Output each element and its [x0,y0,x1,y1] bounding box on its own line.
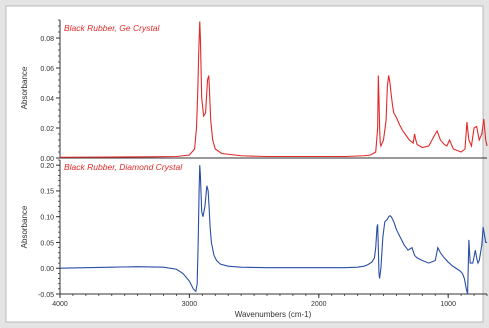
bottom-y-tick-label-5: 0.20 [40,163,54,170]
top-plot-y-minor-ticks [58,19,60,159]
figure-panel [5,5,484,323]
top-y-tick-label-0: 0.00 [40,156,54,163]
top-y-tick-label-1: 0.02 [40,126,54,133]
bottom-plot-title: Black Rubber, Diamond Crystal [64,162,183,172]
bottom-y-tick-label-1: 0.00 [40,266,54,273]
top-y-tick-label-3: 0.06 [40,66,54,73]
top-plot: 0.00 0.02 0.04 0.06 0.08 Black Rubber, Ge Cr… [20,19,488,163]
top-plot-title: Black Rubber, Ge Crystal [64,23,161,33]
bottom-plot-y-label: Absorbance [20,205,29,248]
bottom-y-tick-label-4: 0.15 [40,189,54,196]
top-y-tick-label-4: 0.08 [40,36,54,43]
top-y-tick-label-2: 0.04 [40,96,54,103]
top-plot-y-label: Absorbance [20,66,29,109]
x-tick-label-3: 1000 [440,301,456,308]
x-axis-label: Wavenumbers (cm-1) [235,310,312,319]
bottom-plot: -0.05 0.00 0.05 0.10 0.15 0.20 4000 3000 2000 10… [20,159,488,319]
bottom-plot-x-minor-ticks [59,294,488,296]
x-tick-label-1: 3000 [182,301,198,308]
bottom-plot-y-minor-ticks [58,159,60,295]
bottom-y-tick-label-2: 0.05 [40,240,54,247]
bottom-y-tick-label-3: 0.10 [40,214,54,221]
x-tick-label-2: 2000 [311,301,327,308]
bottom-series-line [59,165,487,295]
bottom-y-tick-label-0: -0.05 [38,292,54,299]
top-series-line [59,21,488,158]
x-tick-label-0: 4000 [52,301,68,308]
